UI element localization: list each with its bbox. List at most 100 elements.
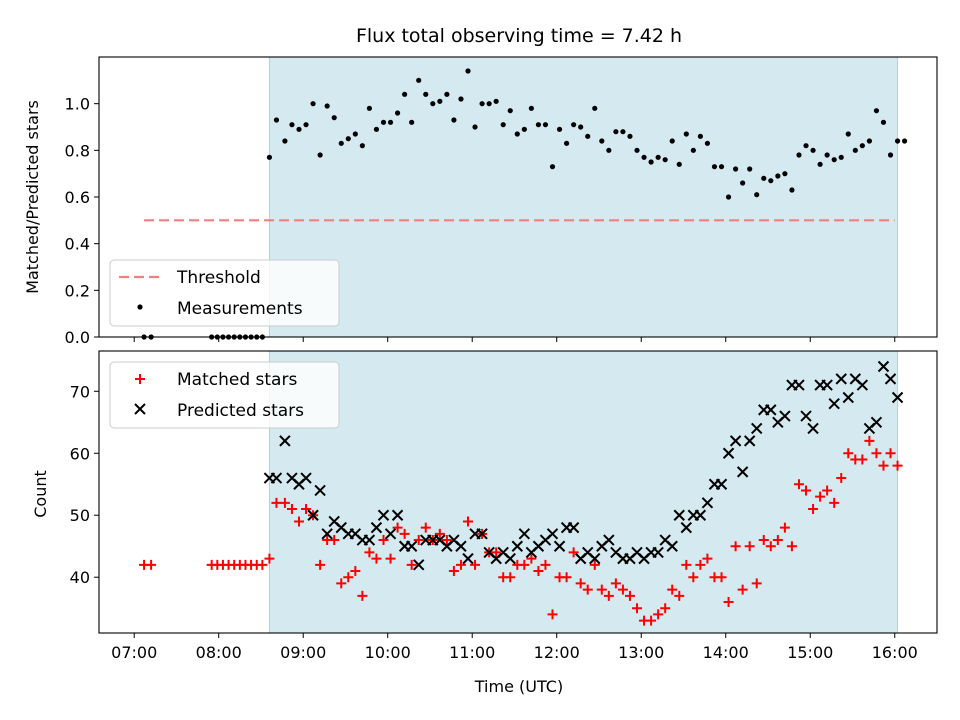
measurements-point (880, 119, 887, 125)
matched-stars-point (434, 528, 445, 539)
measurements-point (394, 110, 401, 116)
measurements-point (472, 124, 478, 130)
y-tick-label: 0.8 (65, 141, 90, 160)
matched-stars-point (399, 528, 410, 539)
measurements-point (894, 138, 901, 144)
measurements-point (493, 98, 499, 104)
predicted-stars-point (279, 435, 291, 447)
measurements-point (535, 122, 542, 128)
measurements-point (528, 105, 534, 111)
x-tick-label: 10:00 (365, 643, 411, 662)
matched-stars-point (885, 448, 896, 459)
measurements-point (387, 119, 394, 125)
predicted-stars-point (553, 540, 566, 552)
measurements-point (613, 129, 619, 135)
predicted-stars-point (835, 373, 847, 385)
matched-stars-point (336, 578, 347, 589)
predicted-stars-point (856, 379, 869, 391)
matched-stars-point (441, 535, 452, 546)
legend-matched-swatch (135, 374, 145, 384)
matched-stars-point (681, 559, 692, 570)
measurements-point (310, 101, 316, 107)
matched-stars-point (744, 541, 755, 552)
matched-stars-point (146, 559, 157, 570)
predicted-stars-point (307, 509, 319, 521)
measurements-point (273, 117, 280, 123)
predicted-stars-point (589, 552, 601, 565)
legend-predicted-swatch (134, 403, 146, 415)
measurements-point (507, 108, 513, 114)
measurements-point (458, 96, 464, 102)
x-tick-label: 07:00 (111, 643, 157, 662)
measurements-point (803, 143, 809, 149)
matched-stars-point (301, 504, 312, 515)
measurements-point (514, 131, 520, 137)
legend-measurements-label: Measurements (177, 299, 303, 319)
predicted-stars-point (363, 534, 376, 546)
matched-stars-point (653, 609, 664, 620)
matched-stars-point (406, 559, 417, 570)
matched-stars-point (315, 559, 326, 570)
matched-stars-point (786, 541, 797, 552)
predicted-stars-point (729, 435, 742, 447)
predicted-stars-point (743, 435, 756, 447)
x-tick-label: 16:00 (872, 643, 918, 662)
predicted-stars-point (673, 509, 685, 521)
predicted-stars-point (413, 559, 425, 571)
matched-stars-point (293, 516, 304, 527)
measurements-point (331, 115, 337, 121)
measurements-point (500, 122, 506, 128)
predicted-stars-point (405, 540, 418, 552)
measurements-point (838, 154, 844, 160)
matched-stars-point (617, 584, 628, 595)
x-tick-label: 13:00 (618, 643, 664, 662)
matched-stars-point (892, 460, 903, 471)
matched-stars-point (801, 485, 812, 496)
measurements-point (852, 147, 858, 153)
measurements-point (662, 157, 668, 163)
measurements-point (317, 152, 323, 158)
predicted-stars-point (715, 478, 728, 490)
matched-stars-point (723, 597, 734, 608)
matched-stars-point (857, 454, 868, 465)
predicted-stars-point (603, 534, 615, 546)
matched-stars-point (716, 572, 727, 583)
predicted-stars-point (518, 528, 531, 540)
matched-stars-point (329, 535, 340, 546)
predicted-stars-point (504, 552, 516, 565)
matched-stars-point (463, 516, 474, 527)
matched-stars-point (603, 590, 614, 601)
measurements-point (592, 105, 598, 111)
matched-stars-point (547, 609, 558, 620)
matched-stars-point (610, 578, 621, 589)
predicted-stars-point (701, 497, 714, 509)
bottom-y-axis-label: Count (31, 470, 50, 518)
matched-stars-point (589, 559, 600, 570)
matched-stars-point (688, 572, 699, 583)
matched-stars-point (385, 553, 396, 564)
matched-stars-point (343, 572, 354, 583)
observing-window-shade (268, 350, 899, 634)
x-tick-label: 15:00 (787, 643, 833, 662)
x-tick-label: 09:00 (280, 643, 326, 662)
measurements-point (683, 131, 689, 137)
matched-stars-point (779, 522, 790, 533)
predicted-stars-point (779, 410, 791, 422)
matched-stars-point (815, 491, 826, 502)
matched-stars-point (793, 479, 804, 490)
predicted-stars-point (877, 360, 890, 373)
measurements-point (542, 122, 549, 128)
measurements-point (873, 108, 880, 114)
measurements-point (697, 133, 703, 139)
y-tick-label: 0.0 (65, 328, 90, 347)
predicted-stars-point (793, 379, 805, 391)
measurements-point (282, 138, 288, 144)
y-tick-label: 0.4 (65, 235, 90, 254)
measurements-point (648, 159, 654, 165)
predicted-stars-point (270, 472, 283, 484)
matched-stars-point (751, 578, 762, 589)
top-y-axis-label: Matched/Predicted stars (23, 100, 42, 294)
measurements-point (563, 140, 570, 146)
matched-stars-point (286, 504, 297, 515)
